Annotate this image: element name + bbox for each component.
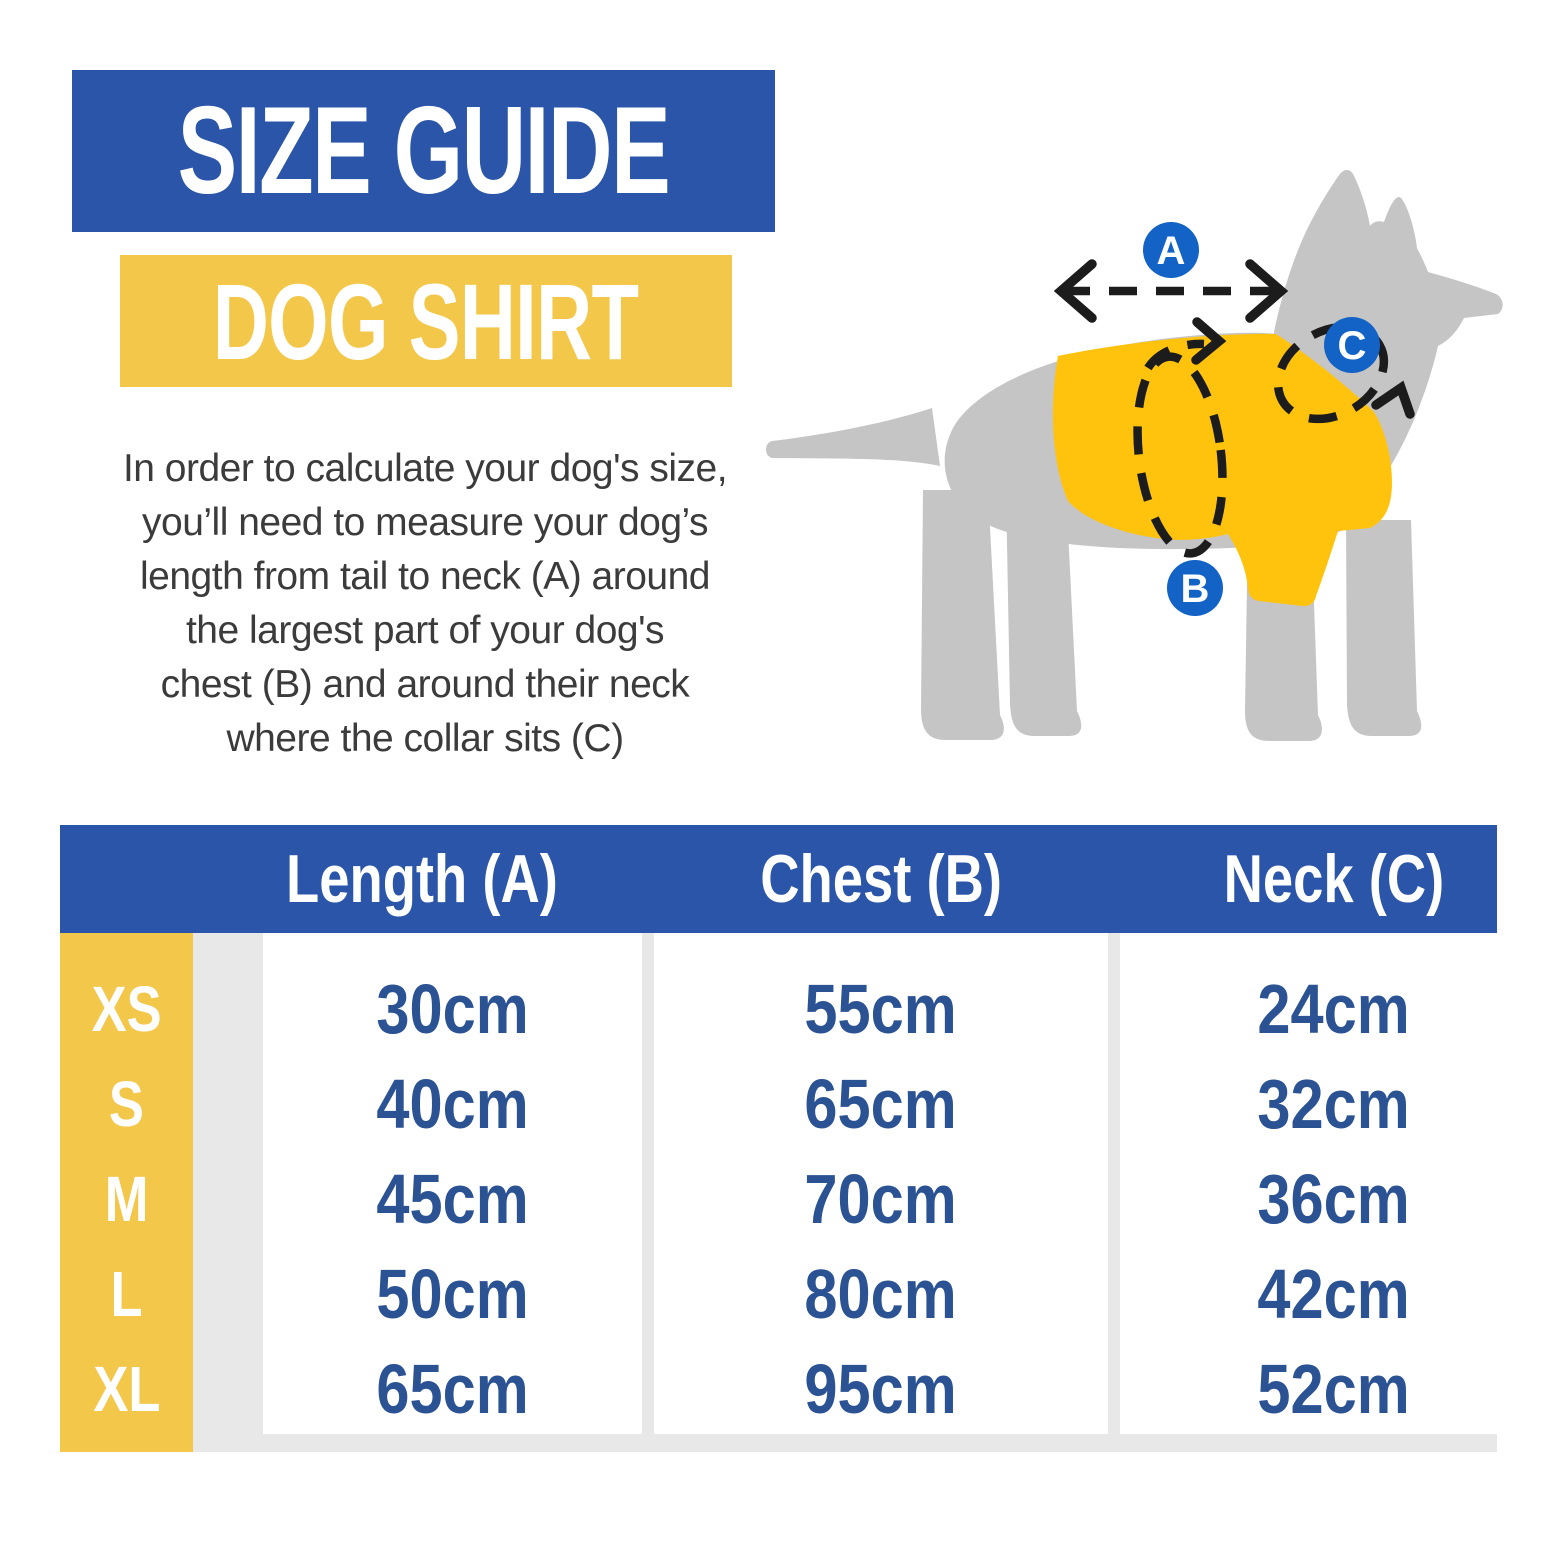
size-label-s: S <box>108 1067 145 1140</box>
neck-arrowhead <box>1371 380 1415 419</box>
size-table-body: XS S M L XL 30cm 40cm 45cm 50cm 65cm 55c… <box>60 933 1547 1452</box>
chest-measure-ellipse-b <box>1133 352 1227 558</box>
label-b: B <box>1181 567 1210 611</box>
value-cell: 32cm <box>1257 1064 1410 1143</box>
dog-measurement-diagram: A B C <box>766 170 1503 741</box>
size-labels-column: XS S M L XL <box>60 933 193 1452</box>
neck-column: 24cm 32cm 36cm 42cm 52cm <box>1120 933 1547 1434</box>
arrowhead-right <box>1245 259 1289 323</box>
label-a: A <box>1157 229 1186 273</box>
value-cell: 30cm <box>376 969 529 1048</box>
value-cell: 65cm <box>376 1349 529 1428</box>
value-cell: 40cm <box>376 1064 529 1143</box>
size-guide-banner: SIZE GUIDE <box>72 70 775 232</box>
length-column: 30cm 40cm 45cm 50cm 65cm <box>263 933 642 1434</box>
value-cell: 24cm <box>1257 969 1410 1048</box>
column-header-neck: Neck (C) <box>1223 841 1444 917</box>
label-circle-a <box>1143 222 1199 278</box>
label-c: C <box>1338 324 1367 368</box>
chest-arrowhead <box>1191 317 1227 365</box>
chest-measure-arc <box>1144 339 1205 371</box>
dog-hind-leg-near <box>921 490 1004 740</box>
size-label-l: L <box>110 1257 143 1330</box>
value-cell: 42cm <box>1257 1254 1410 1333</box>
size-label-xl: XL <box>92 1352 161 1425</box>
dog-tail <box>766 408 940 466</box>
page-subtitle: DOG SHIRT <box>213 260 639 382</box>
value-cell: 52cm <box>1257 1349 1410 1428</box>
label-circle-b <box>1167 560 1223 616</box>
column-header-chest: Chest (B) <box>760 841 1002 917</box>
value-cell: 45cm <box>376 1159 529 1238</box>
value-cell: 36cm <box>1257 1159 1410 1238</box>
value-cell: 65cm <box>804 1064 958 1143</box>
label-circle-c <box>1324 317 1380 373</box>
size-label-m: M <box>104 1162 149 1235</box>
measuring-instructions: In order to calculate your dog's size, y… <box>122 447 728 760</box>
chest-column: 55cm 65cm 70cm 80cm 95cm <box>654 933 1108 1434</box>
page-title: SIZE GUIDE <box>177 82 671 220</box>
value-cell: 55cm <box>804 969 958 1048</box>
dog-shirt-banner: DOG SHIRT <box>120 255 732 387</box>
value-cell: 95cm <box>804 1349 958 1428</box>
dog-front-leg-far <box>1346 520 1422 736</box>
size-table-header: Length (A) Chest (B) Neck (C) <box>60 825 1497 933</box>
column-header-length: Length (A) <box>286 841 558 917</box>
value-cell: 70cm <box>804 1159 958 1238</box>
value-cell: 50cm <box>376 1254 529 1333</box>
size-label-xs: XS <box>91 972 162 1045</box>
value-cell: 80cm <box>804 1254 958 1333</box>
size-table: Length (A) Chest (B) Neck (C) XS S M L X… <box>60 825 1547 1452</box>
arrowhead-left <box>1053 259 1097 323</box>
dog-hind-leg-far <box>1006 490 1082 736</box>
diagram-labels: A B C <box>1143 222 1380 616</box>
